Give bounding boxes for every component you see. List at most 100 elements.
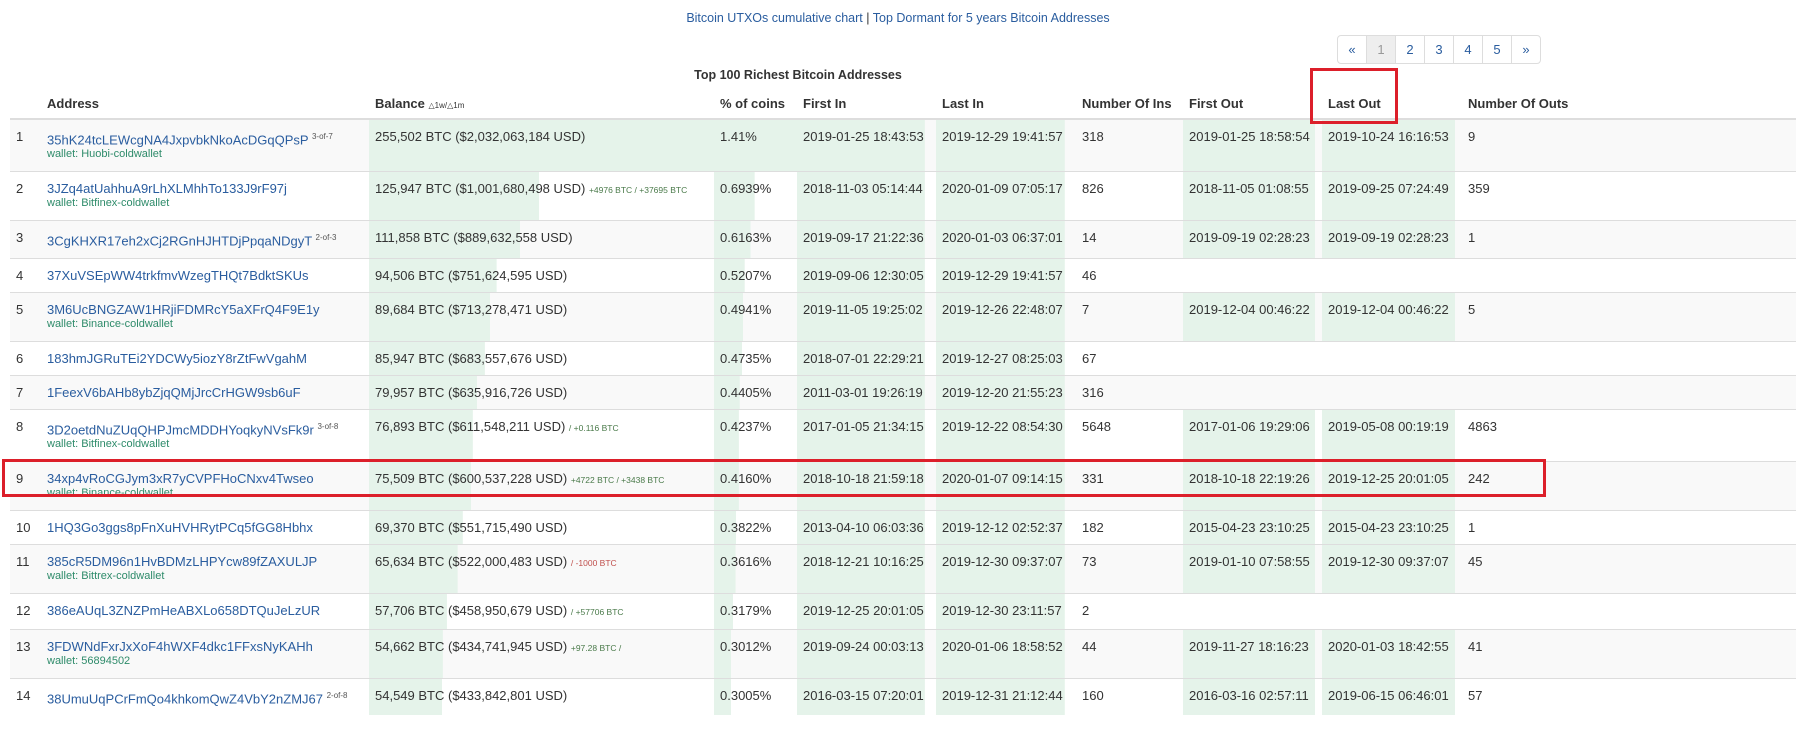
balance-cell: 75,509 BTC ($600,537,228 USD) +4722 BTC … bbox=[369, 460, 714, 511]
first-out: 2018-11-05 01:08:55 bbox=[1183, 171, 1322, 221]
last-in: 2019-12-30 09:37:07 bbox=[936, 543, 1076, 594]
pagination-next[interactable]: » bbox=[1511, 36, 1540, 63]
pagination-page-5[interactable]: 5 bbox=[1482, 36, 1511, 63]
rank: 11 bbox=[10, 543, 41, 594]
wallet-label: wallet: Bitfinex-coldwallet bbox=[47, 437, 170, 450]
pct-coins: 1.41% bbox=[714, 118, 797, 172]
table-row: 4 37XuVSEpWW4trkfmvWzegTHQt7BdktSKUs 94,50… bbox=[10, 257, 1796, 293]
dormant-addresses-link[interactable]: Top Dormant for 5 years Bitcoin Addresse… bbox=[872, 11, 1110, 25]
address-link[interactable]: 385cR5DM96n1HvBDMzLHPYcw89fZAXULJP bbox=[47, 553, 318, 569]
balance-delta: / +0.116 BTC bbox=[568, 422, 619, 433]
balance-cell: 111,858 BTC ($889,632,558 USD) bbox=[369, 220, 714, 259]
rank: 2 bbox=[10, 171, 41, 221]
utxo-chart-link[interactable]: Bitcoin UTXOs cumulative chart bbox=[686, 11, 863, 25]
last-out: 2019-12-30 09:37:07 bbox=[1322, 543, 1462, 594]
multisig-label: 3-of-7 bbox=[311, 132, 333, 141]
balance-value: 111,858 BTC ($889,632,558 USD) bbox=[375, 230, 573, 246]
first-in: 2019-11-05 19:25:02 bbox=[797, 291, 936, 342]
col-num-ins[interactable]: Number Of Ins bbox=[1076, 86, 1183, 120]
address-link[interactable]: 35hK24tcLEWcgNA4JxpvbkNkoAcDGqQPsP bbox=[47, 132, 309, 148]
last-in: 2019-12-31 21:12:44 bbox=[936, 677, 1076, 716]
pagination-page-3[interactable]: 3 bbox=[1424, 36, 1453, 63]
col-rank bbox=[10, 86, 41, 120]
last-in: 2019-12-30 23:11:57 bbox=[936, 592, 1076, 630]
last-in: 2020-01-09 07:05:17 bbox=[936, 171, 1076, 221]
address-link[interactable]: 183hmJGRuTEi2YDCWy5iozY8rZtFwVgahM bbox=[47, 350, 307, 366]
address-link[interactable]: 37XuVSEpWW4trkfmvWzegTHQt7BdktSKUs bbox=[47, 267, 309, 283]
balance-value: 65,634 BTC ($522,000,483 USD) bbox=[375, 553, 568, 569]
rank: 8 bbox=[10, 408, 41, 462]
col-last-out[interactable]: Last Out bbox=[1322, 86, 1462, 120]
address-link[interactable]: 3CgKHXR17eh2xCj2RGnHJHTDjPpqaNDgyT bbox=[47, 233, 312, 249]
address-link[interactable]: 3JZq4atUahhuA9rLhXLMhhTo133J9rF97j bbox=[47, 181, 287, 197]
table-header-row: Address Balance △1w/△1m % of coins First… bbox=[10, 86, 1796, 120]
address-link[interactable]: 386eAUqL3ZNZPmHeABXLo658DTQuJeLzUR bbox=[47, 602, 321, 618]
balance-cell: 94,506 BTC ($751,624,595 USD) bbox=[369, 257, 714, 293]
wallet-label: wallet: Binance-coldwallet bbox=[47, 317, 173, 330]
pagination-page-1[interactable]: 1 bbox=[1366, 36, 1395, 63]
table-row: 3 3CgKHXR17eh2xCj2RGnHJHTDjPpqaNDgyT 2-of… bbox=[10, 220, 1796, 259]
balance-value: 76,893 BTC ($611,548,211 USD) bbox=[375, 418, 566, 434]
balance-cell: 65,634 BTC ($522,000,483 USD) / -1000 BT… bbox=[369, 543, 714, 594]
address-link[interactable]: 1FeexV6bAHb8ybZjqQMjJrcCrHGW9sb6uF bbox=[47, 384, 301, 400]
col-last-in[interactable]: Last In bbox=[936, 86, 1076, 120]
pct-coins: 0.6163% bbox=[714, 220, 797, 259]
col-first-out[interactable]: First Out bbox=[1183, 86, 1322, 120]
first-in: 2019-01-25 18:43:53 bbox=[797, 118, 936, 172]
balance-cell: 255,502 BTC ($2,032,063,184 USD) bbox=[369, 118, 714, 172]
pct-coins: 0.4237% bbox=[714, 408, 797, 462]
pct-coins: 0.3179% bbox=[714, 592, 797, 630]
address-link[interactable]: 1HQ3Go3ggs8pFnXuHVHRytPCq5fGG8Hbhx bbox=[47, 519, 313, 535]
num-ins: 7 bbox=[1076, 291, 1183, 342]
address-link[interactable]: 3FDWNdFxrJxXoF4hWXF4dkc1FFxsNyKAHh bbox=[47, 638, 313, 654]
rank: 1 bbox=[10, 118, 41, 172]
wallet-label: wallet: 56894502 bbox=[47, 654, 131, 667]
col-num-outs[interactable]: Number Of Outs bbox=[1462, 86, 1796, 120]
last-out: 2015-04-23 23:10:25 bbox=[1322, 509, 1462, 545]
address-cell: 3CgKHXR17eh2xCj2RGnHJHTDjPpqaNDgyT 2-of-… bbox=[41, 220, 369, 259]
col-first-in[interactable]: First In bbox=[797, 86, 936, 120]
last-out: 2019-10-24 16:16:53 bbox=[1322, 118, 1462, 172]
num-outs bbox=[1462, 592, 1796, 630]
address-link[interactable]: 3D2oetdNuZUqQHPJmcMDDHYoqkyNVsFk9r bbox=[47, 421, 314, 437]
num-ins: 46 bbox=[1076, 257, 1183, 293]
balance-cell: 76,893 BTC ($611,548,211 USD) / +0.116 B… bbox=[369, 408, 714, 462]
table-row: 5 3M6UcBNGZAW1HRjiFDMRcY5aXFrQ4F9E1y walle… bbox=[10, 291, 1796, 342]
wallet-label: wallet: Bittrex-coldwallet bbox=[47, 569, 165, 582]
address-link[interactable]: 34xp4vRoCGJym3xR7yCVPFHoCNxv4Twseo bbox=[47, 470, 314, 486]
balance-value: 125,947 BTC ($1,001,680,498 USD) bbox=[375, 181, 586, 197]
wallet-label: wallet: Bitfinex-coldwallet bbox=[47, 197, 170, 210]
num-ins: 182 bbox=[1076, 509, 1183, 545]
table-row: 14 38UmuUqPCrFmQo4khkomQwZ4VbY2nZMJ67 2-o… bbox=[10, 677, 1796, 716]
address-cell: 37XuVSEpWW4trkfmvWzegTHQt7BdktSKUs bbox=[41, 257, 369, 293]
rank: 5 bbox=[10, 291, 41, 342]
first-out: 2019-01-25 18:58:54 bbox=[1183, 118, 1322, 172]
address-cell: 3FDWNdFxrJxXoF4hWXF4dkc1FFxsNyKAHh wallet… bbox=[41, 628, 369, 679]
balance-delta: +97.28 BTC / bbox=[570, 642, 622, 653]
rich-list-table: Address Balance △1w/△1m % of coins First… bbox=[10, 86, 1796, 716]
address-cell: 386eAUqL3ZNZPmHeABXLo658DTQuJeLzUR bbox=[41, 592, 369, 630]
last-in: 2019-12-12 02:52:37 bbox=[936, 509, 1076, 545]
num-outs bbox=[1462, 257, 1796, 293]
pct-coins: 0.3012% bbox=[714, 628, 797, 679]
pagination-prev[interactable]: « bbox=[1348, 42, 1356, 57]
address-link[interactable]: 38UmuUqPCrFmQo4khkomQwZ4VbY2nZMJ67 bbox=[47, 691, 323, 707]
table-row: 8 3D2oetdNuZUqQHPJmcMDDHYoqkyNVsFk9r 3-of… bbox=[10, 408, 1796, 462]
col-address[interactable]: Address bbox=[41, 86, 369, 120]
balance-value: 89,684 BTC ($713,278,471 USD) bbox=[375, 301, 568, 317]
first-out: 2017-01-06 19:29:06 bbox=[1183, 408, 1322, 462]
top-links: Bitcoin UTXOs cumulative chart | Top Dor… bbox=[0, 11, 1796, 25]
first-in: 2018-10-18 21:59:18 bbox=[797, 460, 936, 511]
balance-value: 69,370 BTC ($551,715,490 USD) bbox=[375, 519, 568, 535]
pagination-page-2[interactable]: 2 bbox=[1395, 36, 1424, 63]
col-balance[interactable]: Balance △1w/△1m bbox=[369, 86, 714, 120]
last-out: 2019-05-08 00:19:19 bbox=[1322, 408, 1462, 462]
rank: 4 bbox=[10, 257, 41, 293]
pagination-page-4[interactable]: 4 bbox=[1453, 36, 1482, 63]
first-out: 2019-01-10 07:58:55 bbox=[1183, 543, 1322, 594]
last-in: 2019-12-29 19:41:57 bbox=[936, 257, 1076, 293]
address-link[interactable]: 3M6UcBNGZAW1HRjiFDMRcY5aXFrQ4F9E1y bbox=[47, 301, 320, 317]
rank: 13 bbox=[10, 628, 41, 679]
col-pct[interactable]: % of coins bbox=[714, 86, 797, 120]
num-ins: 316 bbox=[1076, 374, 1183, 410]
